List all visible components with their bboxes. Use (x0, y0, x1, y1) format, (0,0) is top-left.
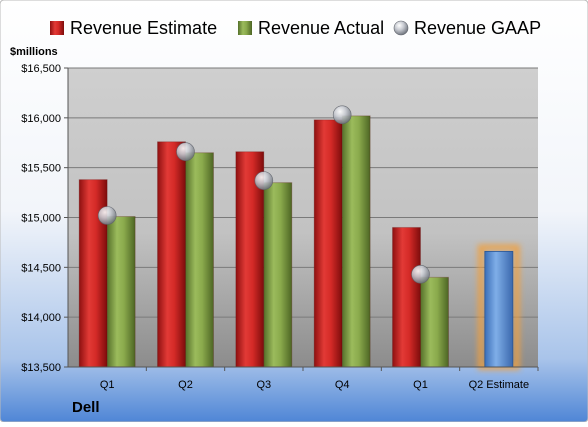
y-tick-label: $14,500 (21, 262, 61, 274)
actual-bar (185, 152, 214, 368)
legend: Revenue Estimate Revenue Actual Revenue GA… (50, 18, 541, 38)
actual-bar (341, 115, 371, 368)
y-tick-label: $13,500 (21, 362, 61, 374)
gaap-marker (332, 105, 352, 125)
gaap-marker (176, 142, 195, 162)
x-tick-label: Q1 (100, 379, 115, 391)
legend-swatch-gaap (393, 20, 409, 36)
q2-estimate-bar (484, 250, 514, 368)
y-tick-label: $15,000 (21, 213, 61, 225)
actual-bar (106, 216, 136, 368)
y-tick-label: $16,000 (21, 113, 61, 125)
legend-swatch-actual (238, 21, 252, 35)
legend-swatch-estimate (50, 21, 64, 35)
estimate-bar (157, 141, 186, 368)
x-tick-label: Q1 (413, 379, 428, 391)
x-tick-label: Q2 (178, 379, 193, 391)
company-label: Dell (72, 399, 100, 416)
y-axis-label: $millions (10, 46, 58, 58)
actual-bar (263, 182, 293, 368)
legend-label: Revenue Actual (258, 18, 384, 38)
gaap-marker (97, 206, 117, 225)
x-tick-label: Q4 (335, 379, 350, 391)
legend-label: Revenue GAAP (414, 18, 541, 38)
gaap-marker (254, 171, 274, 190)
x-tick-label: Q3 (256, 379, 271, 391)
actual-bar (420, 276, 449, 368)
axes: $13,500 $14,000 $14,500 $15,000 $15,500 $16,0… (21, 63, 539, 391)
estimate-bar (392, 226, 421, 368)
y-tick-label: $16,500 (21, 63, 61, 75)
legend-label: Revenue Estimate (70, 18, 217, 38)
y-tick-label: $14,000 (21, 312, 61, 324)
gaap-markers (97, 105, 430, 284)
x-tick-label: Q2 Estimate (469, 379, 530, 391)
bars (78, 115, 520, 371)
gaap-marker (411, 265, 430, 284)
y-tick-label: $15,500 (21, 163, 61, 175)
estimate-bar (313, 119, 343, 368)
